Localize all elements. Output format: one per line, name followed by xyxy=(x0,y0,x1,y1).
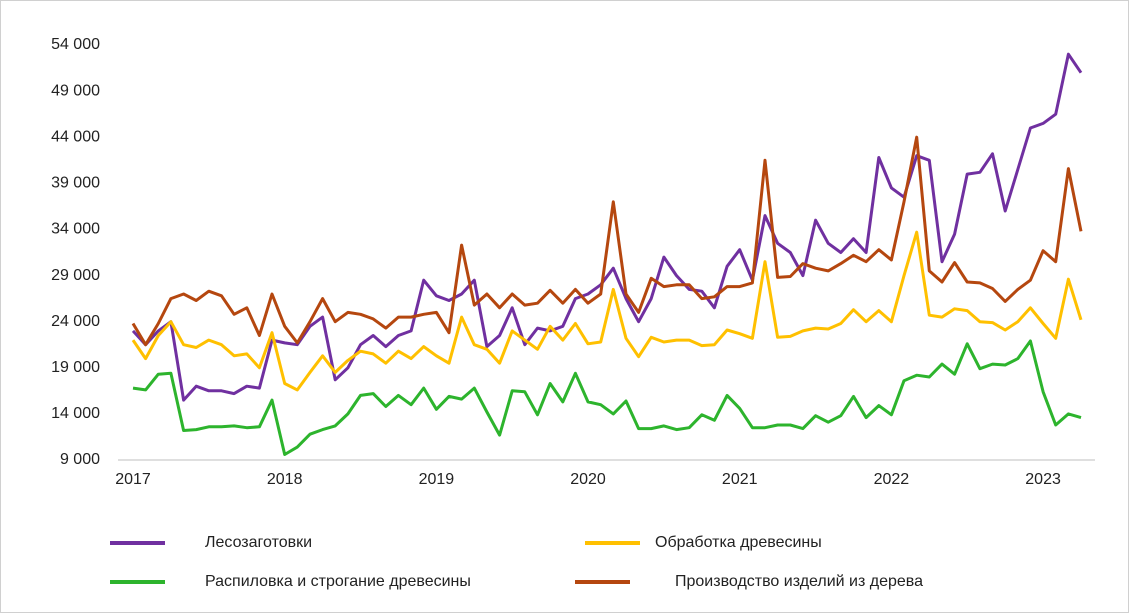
legend-label: Производство изделий из дерева xyxy=(675,573,923,590)
y-tick-label: 39 000 xyxy=(51,175,100,192)
legend-label: Обработка древесины xyxy=(655,534,822,551)
x-tick-label: 2018 xyxy=(267,471,303,488)
x-tick-label: 2021 xyxy=(722,471,758,488)
x-tick-label: 2020 xyxy=(570,471,606,488)
y-tick-label: 49 000 xyxy=(51,82,100,99)
y-tick-label: 14 000 xyxy=(51,405,100,422)
legend-label: Распиловка и строгание древесины xyxy=(205,573,471,590)
y-tick-label: 9 000 xyxy=(60,451,100,468)
x-tick-label: 2019 xyxy=(419,471,455,488)
legend-label: Лесозаготовки xyxy=(205,534,312,551)
y-tick-label: 44 000 xyxy=(51,128,100,145)
y-tick-label: 29 000 xyxy=(51,267,100,284)
series-line xyxy=(131,230,1083,392)
x-tick-label: 2022 xyxy=(874,471,910,488)
series-line xyxy=(131,135,1083,347)
series-line xyxy=(131,52,1083,402)
y-tick-label: 54 000 xyxy=(51,36,100,53)
series-line xyxy=(132,339,1082,456)
y-tick-label: 24 000 xyxy=(51,313,100,330)
y-tick-label: 19 000 xyxy=(51,359,100,376)
y-tick-label: 34 000 xyxy=(51,221,100,238)
x-tick-label: 2017 xyxy=(115,471,151,488)
x-tick-label: 2023 xyxy=(1025,471,1061,488)
